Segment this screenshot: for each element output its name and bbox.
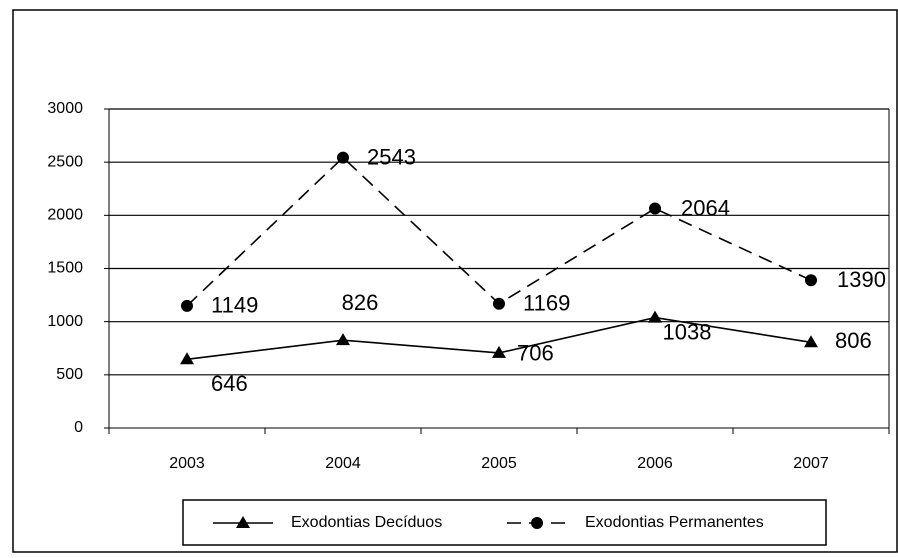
- marker: [531, 517, 543, 529]
- marker: [493, 297, 505, 310]
- y-tick-label: 1000: [47, 313, 83, 330]
- x-tick-label: 2005: [481, 455, 517, 472]
- y-tick-label: 3000: [47, 100, 83, 117]
- marker: [648, 310, 662, 323]
- data-label: 826: [342, 290, 379, 315]
- x-tick-label: 2003: [169, 455, 205, 472]
- x-tick-label: 2007: [793, 455, 829, 472]
- marker: [236, 516, 250, 528]
- y-tick-label: 2000: [47, 207, 83, 224]
- y-tick-label: 2500: [47, 153, 83, 170]
- data-label: 706: [517, 341, 554, 366]
- x-tick-label: 2006: [637, 455, 673, 472]
- data-label: 1390: [837, 267, 886, 292]
- data-label: 1149: [211, 293, 258, 318]
- marker: [804, 335, 818, 348]
- legend-label: Exodontias Permanentes: [585, 514, 764, 531]
- chart-border: [12, 9, 898, 553]
- marker: [805, 274, 817, 287]
- legend-box: [182, 499, 827, 546]
- data-label: 1169: [523, 291, 570, 316]
- data-label: 2543: [367, 144, 416, 169]
- marker: [180, 352, 194, 365]
- marker: [336, 333, 350, 346]
- data-label: 646: [211, 371, 248, 396]
- y-tick-label: 0: [74, 419, 83, 436]
- y-tick-label: 1500: [47, 260, 83, 277]
- marker: [649, 202, 661, 215]
- data-label: 1038: [663, 319, 712, 344]
- data-label: 806: [835, 328, 872, 353]
- legend-label: Exodontias Decíduos: [291, 514, 442, 531]
- data-label: 2064: [681, 195, 730, 220]
- legend: Exodontias Decíduos Exodontias Permanente…: [182, 499, 827, 546]
- y-tick-label: 500: [56, 366, 83, 383]
- marker: [337, 151, 349, 164]
- marker: [181, 299, 193, 312]
- marker: [492, 345, 506, 358]
- x-tick-label: 2004: [325, 455, 361, 472]
